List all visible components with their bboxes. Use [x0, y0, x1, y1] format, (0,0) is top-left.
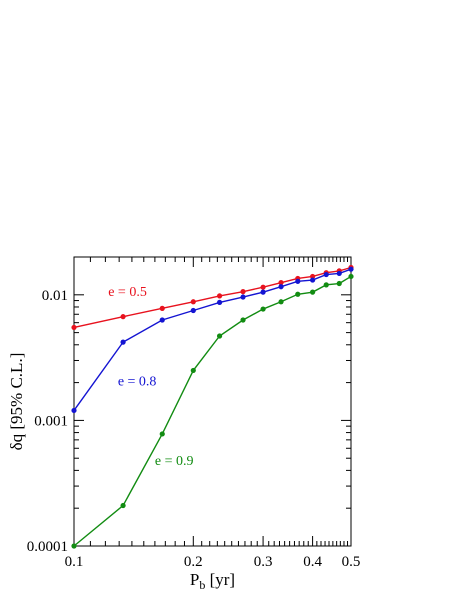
data-point: [323, 271, 329, 278]
data-point: [295, 291, 301, 297]
x-tick-label: 0.2: [184, 554, 203, 570]
data-point: [240, 294, 246, 300]
data-point: [260, 284, 266, 290]
data-point: [323, 282, 329, 288]
series-line: [73, 275, 352, 547]
data-point: [348, 266, 354, 272]
series-label: e = 0.5: [108, 285, 147, 300]
x-tick-label: 0.5: [342, 554, 361, 570]
data-point: [190, 307, 196, 314]
x-axis-title-main: P: [190, 570, 199, 589]
data-point: [159, 317, 165, 323]
data-point: [120, 502, 126, 509]
data-point: [71, 324, 77, 331]
y-tick-label: 0.001: [34, 413, 68, 429]
series-layer: [71, 264, 354, 549]
data-point: [309, 289, 316, 295]
data-point: [278, 299, 284, 305]
data-point: [240, 317, 246, 323]
data-point: [309, 277, 316, 283]
series-1: [71, 266, 354, 414]
data-point: [190, 299, 196, 305]
series-label: e = 0.8: [118, 374, 157, 389]
x-tick-label: 0.1: [65, 554, 84, 570]
x-axis-title-subscript: b: [199, 578, 205, 592]
data-point: [216, 299, 223, 306]
data-point: [190, 367, 196, 374]
y-tick-label: 0.01: [42, 288, 68, 304]
y-tick-label: 0.0001: [27, 539, 68, 555]
x-tick-label: 0.4: [303, 554, 322, 570]
labels-layer: 0.1 0.2 0.3 0.4 0.5 0.0001 0.001 0.01 Pb [yr] δq …: [7, 285, 360, 592]
y-axis-title: δq [95% C.L.]: [7, 353, 26, 451]
data-point: [309, 273, 316, 280]
data-point: [260, 289, 266, 295]
plot-frame: [73, 256, 352, 547]
data-point: [120, 339, 126, 345]
data-point: [278, 280, 284, 286]
data-point: [216, 293, 223, 299]
data-point: [120, 314, 126, 320]
data-point: [159, 431, 165, 437]
data-point: [336, 270, 342, 277]
data-point: [71, 543, 77, 549]
x-tick-label: 0.3: [254, 554, 273, 570]
data-point: [295, 278, 301, 284]
data-point: [71, 407, 77, 414]
series-2: [71, 273, 354, 549]
axes-layer: [73, 256, 352, 547]
data-point: [216, 333, 223, 339]
x-axis-title: Pb [yr]: [190, 570, 235, 592]
data-point: [278, 284, 284, 290]
x-axis-title-rest: [yr]: [205, 570, 235, 589]
data-point: [348, 273, 354, 280]
series-label: e = 0.9: [155, 454, 194, 469]
data-point: [240, 289, 246, 295]
data-point: [336, 280, 342, 287]
data-point: [260, 306, 266, 312]
data-point: [159, 305, 165, 311]
